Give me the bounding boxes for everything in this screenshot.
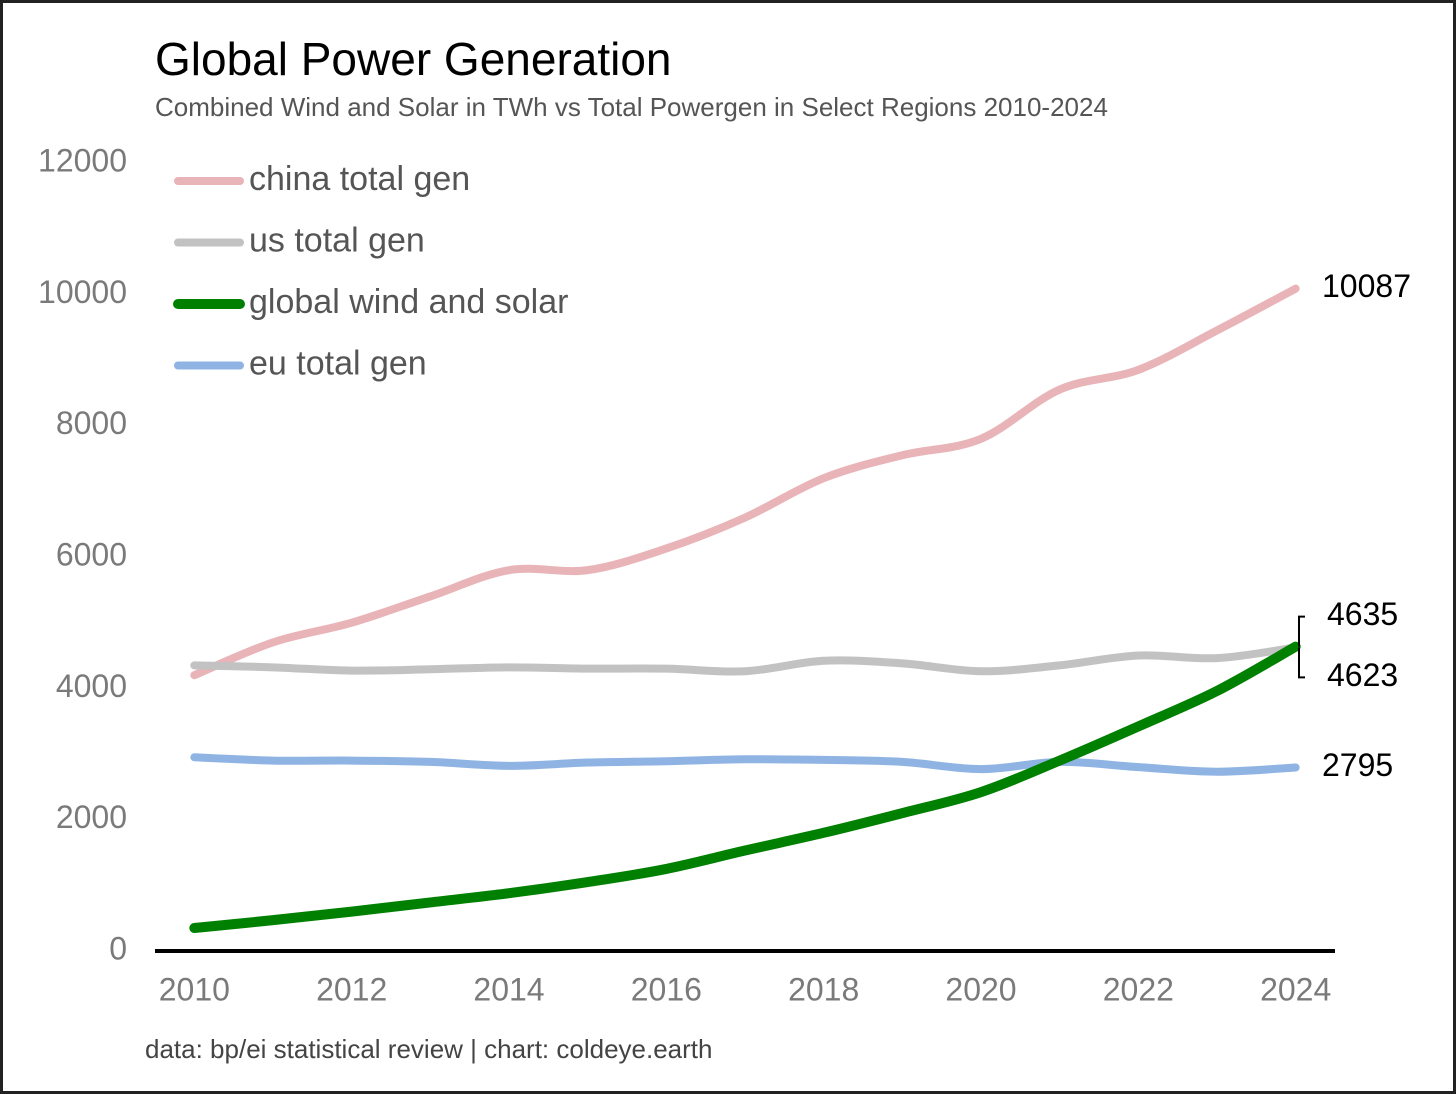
x-tick-label: 2022	[1103, 971, 1174, 1007]
label-bracket	[1298, 615, 1305, 647]
y-tick-label: 6000	[56, 536, 127, 572]
chart-title: Global Power Generation	[155, 33, 672, 85]
x-tick-label: 2012	[316, 971, 387, 1007]
y-tick-label: 10000	[38, 274, 127, 310]
x-tick-label: 2016	[631, 971, 702, 1007]
y-tick-label: 4000	[56, 668, 127, 704]
y-tick-label: 12000	[38, 142, 127, 178]
x-tick-label: 2010	[159, 971, 230, 1007]
value-label: 4635	[1327, 596, 1398, 632]
legend-label: global wind and solar	[249, 283, 568, 321]
y-tick-label: 0	[109, 930, 127, 966]
y-tick-label: 2000	[56, 799, 127, 835]
legend-label: us total gen	[249, 221, 425, 259]
x-tick-label: 2024	[1260, 971, 1331, 1007]
source-note: data: bp/ei statistical review | chart: …	[145, 1034, 712, 1064]
x-tick-label: 2014	[473, 971, 544, 1007]
value-label: 4623	[1327, 657, 1398, 693]
value-label: 10087	[1322, 268, 1411, 304]
series-line	[190, 753, 1300, 776]
x-tick-label: 2020	[945, 971, 1016, 1007]
legend-label: china total gen	[249, 160, 470, 198]
legend-label: eu total gen	[249, 344, 427, 382]
y-tick-label: 8000	[56, 405, 127, 441]
chart-subtitle: Combined Wind and Solar in TWh vs Total …	[155, 92, 1108, 122]
series-line	[190, 643, 1300, 676]
value-label: 2795	[1322, 747, 1393, 783]
series-line	[190, 284, 1300, 680]
series-line	[189, 641, 1301, 934]
label-bracket	[1298, 647, 1305, 679]
x-tick-label: 2018	[788, 971, 859, 1007]
